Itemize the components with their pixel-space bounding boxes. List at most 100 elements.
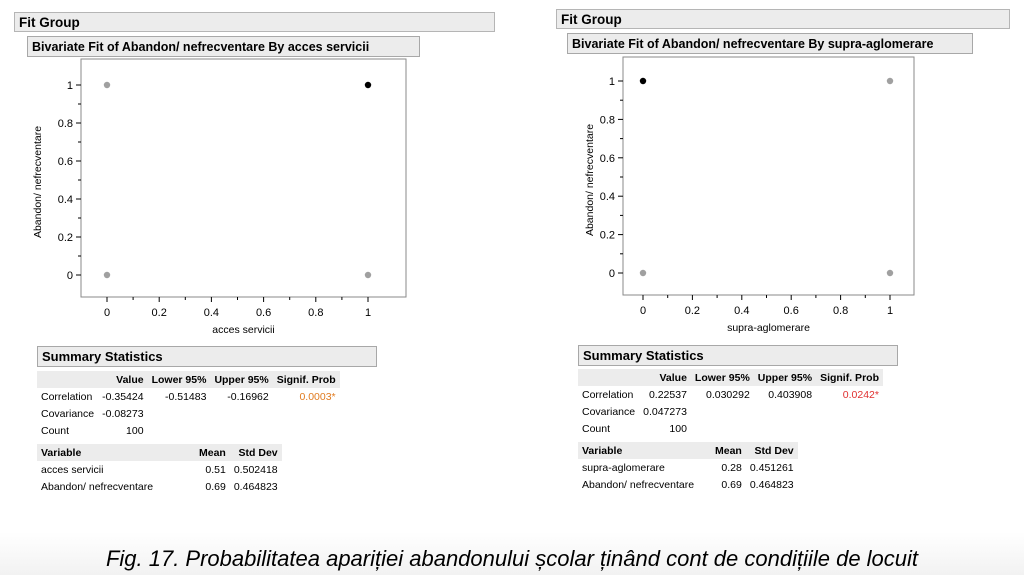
count-label: Count <box>582 422 611 435</box>
data-point[interactable] <box>364 81 372 89</box>
data-point[interactable] <box>103 271 111 279</box>
correlation-row: Correlation 0.22537 0.030292 0.403908 0.… <box>578 386 883 403</box>
covariance-row: Covariance 0.047273 <box>578 403 883 420</box>
x-axis-label: supra-aglomerare <box>727 322 810 334</box>
col-upper95: Upper 95% <box>753 369 817 386</box>
variable-std-dev: 0.464823 <box>233 480 278 493</box>
covariance-label: Covariance <box>41 407 95 420</box>
correlation-value: 0.22537 <box>648 388 687 401</box>
col-lower95: Lower 95% <box>690 369 754 386</box>
correlation-prob: 0.0003* <box>299 390 336 403</box>
y-tick-label: 0.4 <box>58 194 73 206</box>
correlation-label: Correlation <box>582 388 634 401</box>
col-lower95: Lower 95% <box>147 371 211 388</box>
variable-row: Abandon/ nefrecventare 0.69 0.464823 <box>578 476 798 493</box>
variable-stats-table-right: Variable Mean Std Dev supra-aglomerare 0… <box>578 442 798 493</box>
variable-name: acces servicii <box>41 463 104 476</box>
variable-name: Abandon/ nefrecventare <box>41 480 154 493</box>
x-tick-label: 0.2 <box>685 305 700 317</box>
correlation-upper: -0.16962 <box>227 390 269 403</box>
col-mean: Mean <box>195 444 230 461</box>
scatter-plot-left: 0 0.2 0.4 0.6 0.8 1 0 0.2 0.4 0.6 0.8 1 acces servic… <box>32 58 407 336</box>
x-tick-label: 0.2 <box>152 307 167 319</box>
x-tick-label: 0.8 <box>833 305 848 317</box>
summary-stats-header-right[interactable]: Summary Statistics <box>578 345 898 366</box>
y-tick-label: 0.4 <box>600 191 615 203</box>
y-tick-label: 0.2 <box>58 232 73 244</box>
x-tick-label: 0 <box>104 307 110 319</box>
variable-mean: 0.28 <box>721 461 742 474</box>
correlation-value: -0.35424 <box>102 390 144 403</box>
caption-band <box>0 532 1024 575</box>
scatter-plot-right: 0 0.2 0.4 0.6 0.8 1 0 0.2 0.4 0.6 0.8 1 supra-aglome… <box>584 56 915 334</box>
correlation-upper: 0.403908 <box>768 388 813 401</box>
data-point[interactable] <box>886 77 894 85</box>
col-upper95: Upper 95% <box>210 371 273 388</box>
variable-row: supra-aglomerare 0.28 0.451261 <box>578 459 798 476</box>
col-signif-prob: Signif. Prob <box>272 371 340 388</box>
summary-stats-table-right: Value Lower 95% Upper 95% Signif. Prob C… <box>578 369 883 437</box>
variable-mean: 0.51 <box>205 463 226 476</box>
y-tick-label: 0.6 <box>58 156 73 168</box>
variable-header-row: Variable Mean Std Dev <box>37 444 282 461</box>
variable-stats-table-left: Variable Mean Std Dev acces servicii 0.5… <box>37 444 282 495</box>
y-axis-label: Abandon/ nefrecventare <box>32 126 44 238</box>
col-variable: Variable <box>578 442 711 459</box>
stats-header-row: Value Lower 95% Upper 95% Signif. Prob <box>37 371 340 388</box>
count-label: Count <box>41 424 70 437</box>
bivariate-title-left[interactable]: Bivariate Fit of Abandon/ nefrecventare … <box>27 36 420 57</box>
correlation-row: Correlation -0.35424 -0.51483 -0.16962 0… <box>37 388 340 405</box>
figure-caption: Fig. 17. Probabilitatea apariției abando… <box>105 546 919 571</box>
col-mean: Mean <box>711 442 746 459</box>
data-point[interactable] <box>639 269 647 277</box>
variable-std-dev: 0.451261 <box>749 461 794 474</box>
y-tick-label: 0.2 <box>600 230 615 242</box>
variable-row: Abandon/ nefrecventare 0.69 0.464823 <box>37 478 282 495</box>
x-tick-label: 1 <box>365 307 371 319</box>
col-variable: Variable <box>37 444 195 461</box>
x-tick-label: 0.4 <box>734 305 749 317</box>
y-tick-label: 1 <box>67 80 73 92</box>
x-tick-label: 0.4 <box>204 307 219 319</box>
variable-mean: 0.69 <box>205 480 226 493</box>
data-point[interactable] <box>886 269 894 277</box>
count-value: 100 <box>669 422 687 435</box>
empty-header <box>37 371 99 388</box>
col-std-dev: Std Dev <box>745 442 798 459</box>
bivariate-title-right[interactable]: Bivariate Fit of Abandon/ nefrecventare … <box>567 33 973 54</box>
fit-group-header-left[interactable]: Fit Group <box>14 12 495 32</box>
col-value: Value <box>98 371 148 388</box>
variable-header-row: Variable Mean Std Dev <box>578 442 798 459</box>
data-point[interactable] <box>639 77 647 85</box>
variable-name: supra-aglomerare <box>582 461 665 474</box>
variable-std-dev: 0.502418 <box>233 463 278 476</box>
x-tick-label: 1 <box>887 305 893 317</box>
stats-header-row: Value Lower 95% Upper 95% Signif. Prob <box>578 369 883 386</box>
variable-mean: 0.69 <box>721 478 742 491</box>
plot-frame <box>622 56 915 296</box>
correlation-prob: 0.0242* <box>842 388 879 401</box>
summary-stats-table-left: Value Lower 95% Upper 95% Signif. Prob C… <box>37 371 340 439</box>
x-tick-label: 0.8 <box>308 307 323 319</box>
y-tick-label: 0.6 <box>600 153 615 165</box>
count-value: 100 <box>126 424 144 437</box>
correlation-label: Correlation <box>41 390 93 403</box>
correlation-lower: 0.030292 <box>705 388 750 401</box>
summary-stats-header-left[interactable]: Summary Statistics <box>37 346 377 367</box>
y-axis-label: Abandon/ nefrecventare <box>584 124 596 236</box>
covariance-value: 0.047273 <box>643 405 687 418</box>
plot-frame <box>80 58 407 298</box>
count-row: Count 100 <box>37 422 340 439</box>
y-tick-label: 0 <box>609 268 615 280</box>
covariance-value: -0.08273 <box>102 407 144 420</box>
correlation-lower: -0.51483 <box>164 390 207 403</box>
col-value: Value <box>639 369 691 386</box>
data-point[interactable] <box>364 271 372 279</box>
data-point[interactable] <box>103 81 111 89</box>
fit-group-header-right[interactable]: Fit Group <box>556 9 1010 29</box>
variable-std-dev: 0.464823 <box>749 478 794 491</box>
variable-row: acces servicii 0.51 0.502418 <box>37 461 282 478</box>
x-tick-label: 0.6 <box>784 305 799 317</box>
covariance-row: Covariance -0.08273 <box>37 405 340 422</box>
y-tick-label: 0.8 <box>58 118 73 130</box>
